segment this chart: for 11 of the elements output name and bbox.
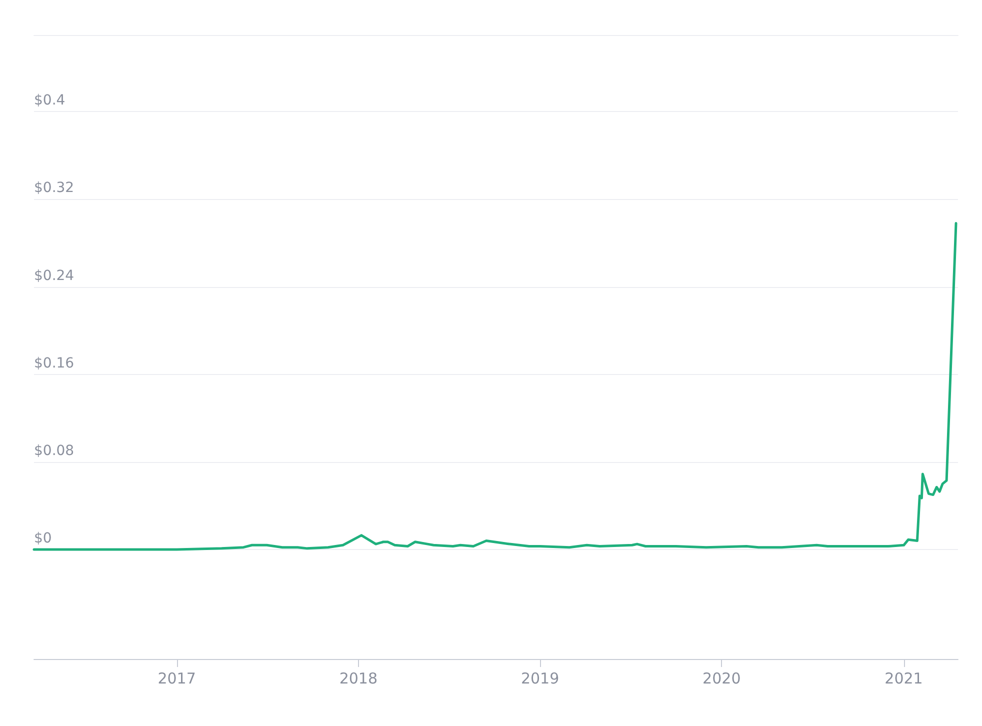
y-tick-label: $0.08 bbox=[34, 442, 74, 459]
x-tick-label: 2018 bbox=[339, 670, 378, 688]
y-tick-label: $0.4 bbox=[34, 92, 66, 109]
y-tick-label: $0.32 bbox=[34, 180, 74, 196]
y-tick-label: $0 bbox=[34, 530, 52, 547]
y-tick-label: $0.16 bbox=[34, 355, 74, 372]
x-tick-label: 2017 bbox=[158, 670, 196, 688]
x-tick-label: 2019 bbox=[520, 670, 560, 688]
x-tick-label: 2020 bbox=[702, 670, 741, 688]
x-tick-label: 2021 bbox=[884, 670, 923, 688]
y-tick-label: $0.24 bbox=[34, 268, 74, 284]
